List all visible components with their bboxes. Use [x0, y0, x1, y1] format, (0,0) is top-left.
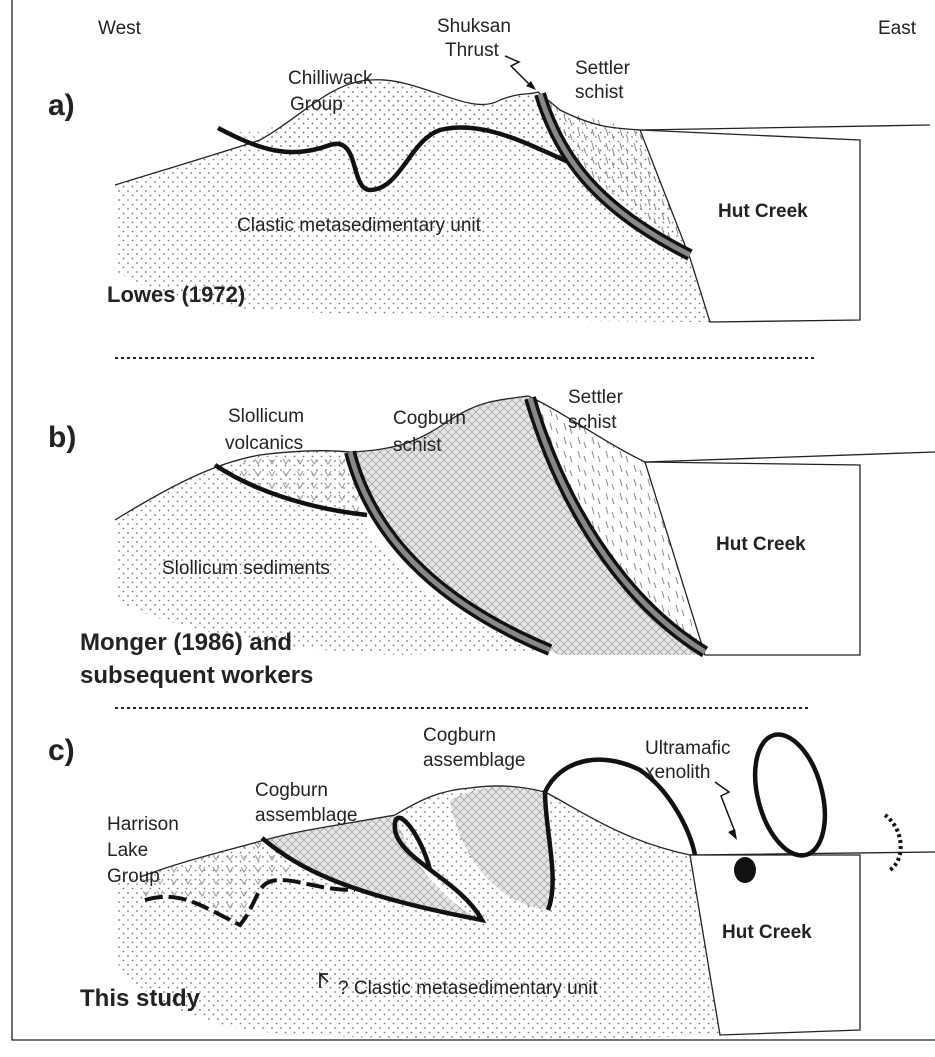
west-label: West: [98, 18, 142, 39]
label: Shuksan: [437, 16, 511, 37]
label: Slollicum sediments: [162, 558, 330, 579]
label: assemblage: [423, 750, 525, 771]
label: schist: [393, 435, 442, 456]
section-b: [114, 395, 935, 658]
label: Chilliwack: [288, 68, 373, 89]
label: assemblage: [255, 805, 357, 826]
section-c: [115, 732, 935, 1040]
label: Hut Creek: [718, 201, 808, 222]
source: Monger (1986) and: [80, 629, 292, 656]
panel-label: a): [48, 89, 75, 122]
label: schist: [568, 412, 617, 433]
label: Hut Creek: [722, 922, 812, 943]
label: Thrust: [445, 40, 500, 61]
panel-label: c): [48, 734, 75, 767]
label: xenolith: [645, 762, 711, 783]
label: Group: [290, 94, 343, 115]
label: Slollicum: [228, 406, 304, 427]
label: Lake: [107, 840, 148, 861]
source: Lowes (1972): [107, 282, 245, 307]
label: Ultramafic: [645, 738, 731, 759]
source: This study: [80, 985, 201, 1012]
frame: [11, 0, 935, 1041]
label: Clastic metasedimentary unit: [237, 215, 482, 236]
label: volcanics: [225, 433, 303, 454]
label: Harrison: [107, 814, 179, 835]
label: Group: [107, 866, 160, 887]
east-label: East: [878, 18, 917, 39]
source: subsequent workers: [80, 662, 313, 689]
label: Settler: [575, 58, 631, 79]
panel-label: b): [48, 421, 76, 454]
section-a: [114, 55, 931, 323]
label: Settler: [568, 387, 624, 408]
label: schist: [575, 82, 624, 103]
label: Cogburn: [393, 408, 466, 429]
label: Cogburn: [255, 780, 328, 801]
label: Cogburn: [423, 725, 496, 746]
label: ? Clastic metasedimentary unit: [338, 978, 598, 999]
label: Hut Creek: [716, 534, 806, 555]
